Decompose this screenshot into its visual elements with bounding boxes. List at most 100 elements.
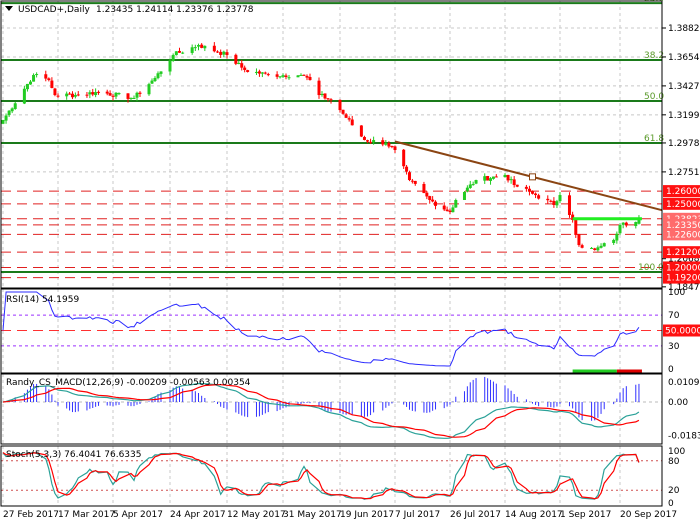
candle [68, 91, 72, 95]
candle [287, 75, 291, 80]
candles [1, 42, 641, 252]
candle [474, 179, 478, 185]
candle-body [366, 140, 369, 142]
candle [32, 73, 36, 82]
macd-signal-line [2, 384, 640, 438]
price-level-label: 1.26000 [666, 187, 700, 197]
candle [615, 231, 619, 244]
date-tick-label: 7 Jul 2017 [395, 510, 440, 520]
candle [428, 195, 432, 204]
candle-body [22, 88, 26, 104]
candle [468, 180, 472, 189]
candle-body [299, 74, 303, 76]
candle [515, 184, 519, 188]
candle [237, 60, 241, 65]
candle [266, 72, 270, 77]
trendline[interactable] [394, 140, 663, 221]
candle [117, 92, 121, 96]
candle-body [552, 200, 556, 205]
horizontal-levels [1, 190, 662, 279]
candle-body [372, 140, 376, 143]
candle-body [305, 75, 309, 78]
candle [260, 72, 264, 78]
rsi-level-badge [663, 324, 700, 337]
candle-body [405, 166, 409, 172]
candle-body [359, 125, 363, 137]
candle-body [193, 47, 197, 49]
candle-body [29, 81, 32, 85]
candle-body [637, 219, 641, 224]
rsi-panel [1, 291, 662, 373]
candle-body [555, 201, 559, 206]
candle-body [527, 188, 531, 192]
candle [197, 43, 200, 51]
candle-body [454, 200, 458, 208]
candle [171, 53, 175, 62]
candle [471, 181, 475, 186]
candle-body [338, 99, 342, 111]
candle-body [53, 88, 57, 96]
fibonacci-label: 100.0 [638, 263, 664, 273]
price-level-badge [663, 197, 700, 210]
candle-body [615, 233, 619, 241]
candle [599, 243, 603, 249]
date-tick-label: 12 May 2017 [227, 510, 286, 520]
candle-body [381, 140, 385, 145]
date-tick-label: 1 Sep 2017 [560, 510, 611, 520]
price-tick-label: 1.31995 [668, 111, 700, 121]
candle-body [129, 97, 133, 99]
dropdown-triangle-icon[interactable] [5, 6, 13, 11]
candle-body [486, 175, 490, 181]
candle-body [474, 180, 478, 184]
candle-body [323, 93, 327, 99]
candle [451, 205, 455, 213]
fibonacci-label: 61.8 [644, 134, 664, 144]
candle [387, 141, 391, 149]
candle [178, 47, 181, 53]
symbol-title: USDCAD+,Daily [18, 5, 90, 15]
candle [407, 170, 411, 182]
date-tick-label: 5 Apr 2017 [113, 510, 163, 520]
candle [174, 51, 178, 56]
price-tick-label: 1.20685 [668, 255, 700, 265]
axes: 1.38820 1.36545 1.34270 1.31995 1.29785 1.275… [0, 0, 700, 509]
candle-body [260, 72, 264, 74]
stoch-tick-label: 80 [668, 457, 680, 467]
candle [76, 91, 80, 97]
candle [454, 198, 458, 208]
candle-body [317, 80, 321, 96]
candle-body [85, 94, 89, 96]
candle [200, 43, 204, 49]
candle-body [132, 97, 136, 99]
candle-body [111, 95, 115, 97]
macd-tick-label: 0.00 [668, 398, 688, 408]
candle-body [197, 45, 200, 47]
candle [135, 91, 139, 102]
candle [381, 137, 385, 147]
candle [372, 136, 376, 145]
candle-body [65, 93, 69, 97]
price-level-badge [663, 261, 700, 274]
candle [108, 90, 112, 96]
stoch-tick-label: 0 [668, 499, 674, 509]
candle-body [491, 176, 495, 179]
candle [612, 238, 616, 245]
price-level-label: 1.25000 [666, 200, 700, 210]
candle-body [240, 63, 244, 68]
candle [73, 92, 77, 99]
candle [1, 119, 5, 125]
date-tick-label: 31 May 2017 [283, 510, 342, 520]
candle-body [468, 184, 472, 188]
candle-body [225, 52, 229, 55]
candle-body [302, 74, 306, 76]
rsi-tick-label: 0 [668, 365, 674, 375]
candle [509, 176, 513, 184]
candle [410, 178, 414, 184]
candle [405, 164, 409, 175]
candle-body [135, 92, 139, 98]
candle [222, 50, 226, 57]
candle-body [156, 73, 160, 79]
candle-body [571, 214, 575, 220]
candle [344, 113, 348, 119]
